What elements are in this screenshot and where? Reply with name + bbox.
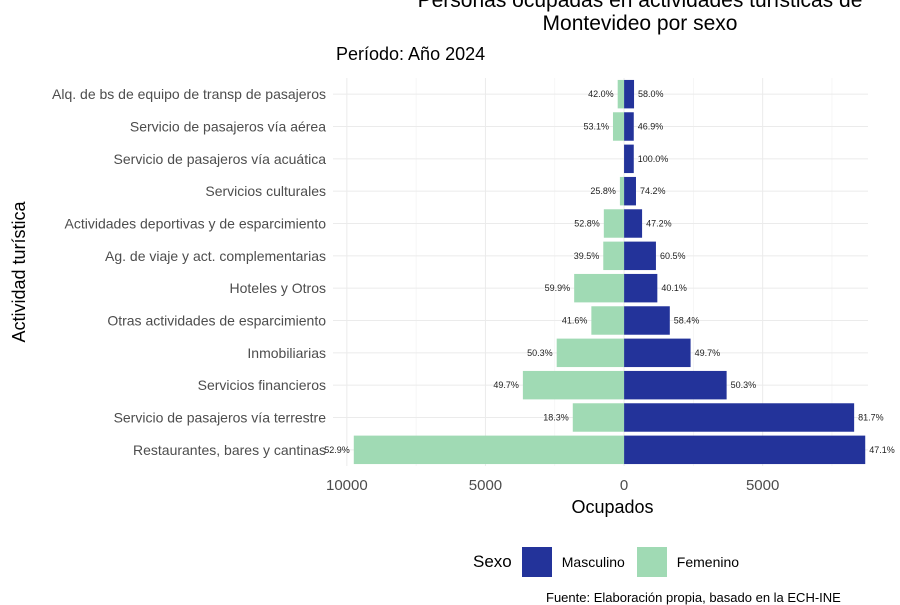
chart-subtitle: Período: Año 2024 bbox=[336, 44, 486, 64]
data-label-femenino-9: 49.7% bbox=[493, 380, 519, 390]
legend-swatch-femenino bbox=[636, 547, 667, 577]
y-tick-label-6: Hoteles y Otros bbox=[230, 280, 326, 296]
data-label-masculino-0: 58.0% bbox=[638, 89, 664, 99]
x-tick-label-3: 5000 bbox=[746, 477, 779, 494]
bar-femenino-1 bbox=[612, 112, 625, 141]
bar-femenino-10 bbox=[572, 403, 625, 432]
legend: Sexo Masculino Femenino bbox=[473, 543, 751, 581]
data-label-femenino-1: 53.1% bbox=[583, 122, 609, 132]
data-label-masculino-8: 49.7% bbox=[695, 348, 721, 358]
data-label-masculino-1: 46.9% bbox=[638, 122, 664, 132]
bar-masculino-11 bbox=[624, 435, 866, 465]
y-tick-label-5: Ag. de viaje y act. complementarias bbox=[105, 248, 326, 264]
data-label-femenino-4: 52.8% bbox=[574, 219, 600, 229]
y-tick-label-7: Otras actividades de esparcimiento bbox=[107, 313, 326, 329]
bar-femenino-4 bbox=[603, 209, 625, 238]
legend-label-masculino: Masculino bbox=[561, 554, 625, 570]
data-label-femenino-5: 39.5% bbox=[574, 251, 600, 261]
data-label-masculino-10: 81.7% bbox=[858, 413, 884, 423]
y-tick-label-11: Restaurantes, bares y cantinas bbox=[133, 442, 326, 458]
y-tick-label-4: Actividades deportivas y de esparcimient… bbox=[65, 216, 327, 232]
chart-caption: Fuente: Elaboración propia, basado en la… bbox=[546, 590, 841, 605]
bar-masculino-9 bbox=[624, 370, 727, 400]
bar-masculino-3 bbox=[624, 176, 636, 206]
bar-femenino-3 bbox=[619, 176, 625, 206]
bar-masculino-7 bbox=[624, 306, 670, 335]
bar-masculino-1 bbox=[624, 112, 634, 141]
data-label-masculino-2: 100.0% bbox=[638, 154, 669, 164]
y-tick-label-9: Servicios financieros bbox=[198, 377, 326, 393]
bar-femenino-7 bbox=[591, 306, 625, 335]
y-tick-label-10: Servicio de pasajeros vía terrestre bbox=[114, 410, 327, 426]
data-label-masculino-7: 58.4% bbox=[674, 316, 700, 326]
x-axis-title: Ocupados bbox=[571, 497, 653, 517]
bar-masculino-2 bbox=[624, 144, 634, 174]
data-label-masculino-9: 50.3% bbox=[731, 380, 757, 390]
x-tick-label-2: 0 bbox=[620, 477, 628, 494]
data-label-femenino-3: 25.8% bbox=[590, 186, 616, 196]
data-label-masculino-11: 47.1% bbox=[869, 445, 895, 455]
bar-masculino-10 bbox=[624, 403, 855, 432]
bar-femenino-11 bbox=[353, 435, 625, 465]
bar-femenino-0 bbox=[617, 79, 625, 109]
y-axis-title: Actividad turística bbox=[9, 200, 29, 342]
data-label-masculino-4: 47.2% bbox=[646, 219, 672, 229]
bar-masculino-5 bbox=[624, 241, 656, 271]
data-label-femenino-8: 50.3% bbox=[527, 348, 553, 358]
data-label-masculino-3: 74.2% bbox=[640, 186, 666, 196]
legend-label-femenino: Femenino bbox=[676, 554, 740, 570]
data-label-masculino-6: 40.1% bbox=[661, 283, 687, 293]
bar-femenino-8 bbox=[556, 338, 625, 368]
bar-masculino-4 bbox=[624, 209, 643, 238]
x-tick-label-0: 10000 bbox=[326, 477, 368, 494]
y-tick-label-3: Servicios culturales bbox=[205, 183, 326, 199]
bar-femenino-5 bbox=[603, 241, 625, 271]
data-label-femenino-7: 41.6% bbox=[562, 316, 588, 326]
chart-title-line-1: Personas ocupadas en actividades turísti… bbox=[417, 0, 863, 12]
data-label-femenino-6: 59.9% bbox=[545, 283, 571, 293]
legend-title: Sexo bbox=[473, 552, 512, 571]
bar-femenino-6 bbox=[574, 273, 625, 303]
y-tick-label-1: Servicio de pasajeros vía aérea bbox=[130, 119, 326, 135]
data-label-masculino-5: 60.5% bbox=[660, 251, 686, 261]
chart-title-line-2: Montevideo por sexo bbox=[542, 12, 738, 35]
y-tick-label-0: Alq. de bs de equipo de transp de pasaje… bbox=[52, 86, 326, 102]
legend-swatch-masculino bbox=[521, 547, 552, 577]
x-tick-label-1: 5000 bbox=[469, 477, 502, 494]
bar-masculino-6 bbox=[624, 273, 658, 303]
bar-masculino-0 bbox=[624, 79, 635, 109]
bar-femenino-9 bbox=[522, 370, 625, 400]
y-tick-label-2: Servicio de pasajeros vía acuática bbox=[114, 151, 327, 167]
y-tick-label-8: Inmobiliarias bbox=[247, 345, 326, 361]
data-label-femenino-10: 18.3% bbox=[543, 413, 569, 423]
data-label-femenino-11: 52.9% bbox=[324, 445, 350, 455]
bar-masculino-8 bbox=[624, 338, 691, 368]
data-label-femenino-0: 42.0% bbox=[588, 89, 614, 99]
